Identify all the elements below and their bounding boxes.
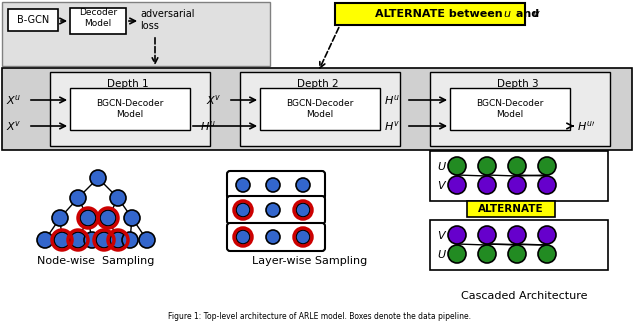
Text: Depth 1: Depth 1 xyxy=(107,79,149,89)
Text: Figure 1: Top-level architecture of ARLE model. Boxes denote the data pipeline.: Figure 1: Top-level architecture of ARLE… xyxy=(168,312,472,321)
Text: $X^u$: $X^u$ xyxy=(6,93,21,107)
Text: Node-wise  Sampling: Node-wise Sampling xyxy=(37,256,155,266)
Ellipse shape xyxy=(100,210,116,226)
Ellipse shape xyxy=(538,157,556,175)
Text: $V$: $V$ xyxy=(437,229,447,241)
Ellipse shape xyxy=(110,232,126,248)
FancyBboxPatch shape xyxy=(430,151,608,201)
Ellipse shape xyxy=(508,157,526,175)
Text: BGCN-Decoder
Model: BGCN-Decoder Model xyxy=(286,99,354,119)
FancyBboxPatch shape xyxy=(70,88,190,130)
Ellipse shape xyxy=(508,245,526,263)
Text: $V$: $V$ xyxy=(437,179,447,191)
Text: Layer-wise Sampling: Layer-wise Sampling xyxy=(252,256,367,266)
Ellipse shape xyxy=(90,170,106,186)
Ellipse shape xyxy=(538,245,556,263)
Text: Depth 2: Depth 2 xyxy=(297,79,339,89)
FancyBboxPatch shape xyxy=(335,3,525,25)
Ellipse shape xyxy=(84,232,100,248)
Ellipse shape xyxy=(448,226,466,244)
Ellipse shape xyxy=(538,176,556,194)
Ellipse shape xyxy=(266,230,280,244)
Ellipse shape xyxy=(70,190,86,206)
Ellipse shape xyxy=(508,226,526,244)
Text: adversarial
loss: adversarial loss xyxy=(140,9,195,31)
Ellipse shape xyxy=(236,178,250,192)
Ellipse shape xyxy=(296,178,310,192)
Ellipse shape xyxy=(296,230,310,244)
Text: and: and xyxy=(512,9,543,19)
Text: Cascaded Architecture: Cascaded Architecture xyxy=(461,291,588,301)
Ellipse shape xyxy=(478,157,496,175)
Ellipse shape xyxy=(236,203,250,217)
Text: $X^v$: $X^v$ xyxy=(6,119,22,133)
Ellipse shape xyxy=(80,210,96,226)
Ellipse shape xyxy=(124,210,140,226)
Ellipse shape xyxy=(122,232,138,248)
Text: ALTERNATE between: ALTERNATE between xyxy=(375,9,506,19)
Ellipse shape xyxy=(448,176,466,194)
Ellipse shape xyxy=(70,232,86,248)
FancyBboxPatch shape xyxy=(50,72,210,146)
Ellipse shape xyxy=(54,232,70,248)
Text: BGCN-Decoder
Model: BGCN-Decoder Model xyxy=(476,99,544,119)
FancyBboxPatch shape xyxy=(2,68,632,150)
FancyBboxPatch shape xyxy=(467,201,555,217)
Ellipse shape xyxy=(266,178,280,192)
Text: $U$: $U$ xyxy=(437,160,447,172)
FancyBboxPatch shape xyxy=(430,72,610,146)
Ellipse shape xyxy=(37,232,53,248)
Ellipse shape xyxy=(478,226,496,244)
Text: $X^v$: $X^v$ xyxy=(206,93,221,107)
FancyBboxPatch shape xyxy=(227,223,325,251)
Ellipse shape xyxy=(448,157,466,175)
Ellipse shape xyxy=(96,232,112,248)
Text: $H^v$: $H^v$ xyxy=(384,119,400,133)
Ellipse shape xyxy=(110,190,126,206)
Text: $H^u$: $H^u$ xyxy=(384,93,400,107)
Text: BGCN-Decoder
Model: BGCN-Decoder Model xyxy=(96,99,164,119)
Text: $v$: $v$ xyxy=(532,9,541,19)
Ellipse shape xyxy=(52,210,68,226)
Text: Depth 3: Depth 3 xyxy=(497,79,539,89)
FancyBboxPatch shape xyxy=(8,9,58,31)
Ellipse shape xyxy=(139,232,155,248)
Text: ALTERNATE: ALTERNATE xyxy=(478,204,544,214)
Text: $U$: $U$ xyxy=(437,248,447,260)
Ellipse shape xyxy=(236,230,250,244)
FancyBboxPatch shape xyxy=(2,2,270,66)
FancyBboxPatch shape xyxy=(227,196,325,224)
Ellipse shape xyxy=(296,203,310,217)
Text: B-GCN: B-GCN xyxy=(17,15,49,25)
FancyBboxPatch shape xyxy=(70,8,126,34)
Ellipse shape xyxy=(478,176,496,194)
FancyBboxPatch shape xyxy=(240,72,400,146)
Ellipse shape xyxy=(538,226,556,244)
Ellipse shape xyxy=(448,245,466,263)
Text: $u$: $u$ xyxy=(503,9,511,19)
Text: $H^{u\prime}$: $H^{u\prime}$ xyxy=(577,119,595,133)
FancyBboxPatch shape xyxy=(450,88,570,130)
FancyBboxPatch shape xyxy=(430,220,608,270)
Ellipse shape xyxy=(478,245,496,263)
Text: Decoder
Model: Decoder Model xyxy=(79,8,117,28)
Ellipse shape xyxy=(266,203,280,217)
FancyBboxPatch shape xyxy=(260,88,380,130)
Ellipse shape xyxy=(508,176,526,194)
FancyBboxPatch shape xyxy=(227,171,325,199)
Text: $H^u$: $H^u$ xyxy=(200,119,216,133)
